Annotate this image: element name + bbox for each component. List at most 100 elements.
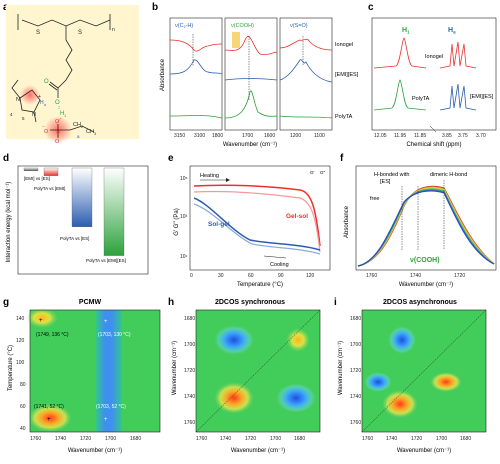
legend-polyta: PolyTA — [335, 114, 353, 120]
tick: 3.75 — [458, 133, 468, 139]
tick: 0 — [190, 273, 193, 279]
bar-0 — [23, 167, 39, 171]
tick: 1200 — [290, 133, 301, 139]
nitrogen-atom: N — [16, 97, 20, 103]
tick: 60 — [248, 273, 254, 279]
ylabel-i: Wavenumber (cm⁻¹) — [338, 341, 344, 395]
tick: 1740 — [55, 436, 66, 442]
panel-h: h 2DCOS synchronous Wavenumber (cm⁻¹) 17… — [168, 297, 321, 454]
ticks-h: 1760 1740 1720 1700 1680 1680 1700 1720 … — [184, 316, 305, 442]
ylabel-g: Temperature (°C) — [8, 345, 14, 391]
diagonal-i — [361, 309, 487, 433]
ch2-group: CH — [73, 122, 81, 128]
panel-label-i: i — [334, 297, 337, 308]
xlabel-i: Wavenumber (cm⁻¹) — [397, 448, 451, 454]
legend-emies: [EMI][ES] — [335, 72, 359, 78]
panel-a-background — [6, 5, 139, 139]
imidazolium-ring — [11, 79, 41, 123]
panel-label-c: c — [368, 2, 374, 13]
tick: 1600 — [264, 133, 275, 139]
tick: 1760 — [350, 420, 361, 426]
chain-label: a — [77, 134, 80, 139]
tick: 1740 — [386, 436, 397, 442]
label-cooling: Cooling — [270, 262, 289, 268]
xlabel-b: Wavenumber (cm⁻¹) — [223, 142, 277, 148]
tick: 90 — [278, 273, 284, 279]
curve-cooling-g1 — [193, 197, 321, 251]
hydroxyl-oxygen: O — [55, 100, 60, 106]
diagonal-h — [195, 309, 321, 433]
tick: 3.70 — [476, 133, 486, 139]
tick: 100 — [16, 360, 25, 366]
spectrum-polyta — [169, 90, 333, 119]
plot-b-section-2 — [224, 17, 278, 131]
heating-arrowhead — [226, 178, 230, 182]
nmr-polyta-h1 — [373, 79, 427, 111]
bar-label-3: PolyTA vs [EMI][ES] — [86, 258, 126, 263]
plot-g-frame — [29, 309, 161, 433]
tick: 1760 — [362, 436, 373, 442]
tick: 1700 — [270, 436, 281, 442]
tick: 10⁵ — [180, 176, 188, 182]
heatmap-g-peak-2 — [26, 308, 58, 328]
bar-3 — [103, 167, 125, 256]
tick: 1720 — [454, 273, 465, 279]
sulfur-atom: S — [56, 129, 60, 135]
tick: 11.95 — [394, 133, 406, 139]
heatmap-h-peak-3 — [214, 325, 254, 355]
tick: 40 — [20, 426, 26, 432]
annot-g-3: (1741, 52 °C) — [34, 404, 64, 410]
repeat-n: n — [112, 27, 115, 33]
curve-heating-g2 — [193, 190, 321, 253]
heatmap-i-peak-1 — [382, 390, 418, 418]
label-hbond-es-2: [ES] — [380, 179, 391, 185]
tick: 1700 — [184, 342, 195, 348]
tick: 1680 — [350, 316, 361, 322]
tick: 1720 — [411, 436, 422, 442]
tick: 10³ — [180, 214, 188, 220]
title-g: PCMW — [79, 299, 102, 306]
panel-label-e: e — [168, 153, 174, 164]
tick: 1100 — [314, 133, 325, 139]
bar-2 — [71, 167, 93, 227]
label-heating: Heating — [200, 173, 219, 179]
heatmap-h-peak-1 — [214, 382, 254, 414]
xlabel-f: Wavenumber (cm⁻¹) — [399, 282, 453, 288]
ticks-b: 3150 3100 1800 1700 1600 1200 1100 — [174, 133, 325, 139]
ticks-c: 12.05 11.95 11.85 3.85 3.75 3.70 — [374, 133, 486, 139]
label-gelsol: Gel-sol — [286, 213, 308, 220]
ticks-e: 0 30 60 90 120 10¹ 10³ 10⁵ — [180, 176, 315, 279]
label-dimeric: dimeric H-bond — [430, 172, 467, 178]
tick: 1740 — [220, 436, 231, 442]
tick: 1760 — [196, 436, 207, 442]
ticks-f: 1760 1740 1720 — [366, 273, 465, 279]
section-title-1: ν(C2-H) — [175, 23, 193, 29]
sulfur-atom: S — [78, 30, 82, 36]
ylabel-h: Wavenumber (cm⁻¹) — [172, 341, 178, 395]
plot-d-frame — [17, 165, 149, 275]
panel-d: d Interaction energy (kcal mol⁻¹) [EMI] … — [3, 153, 149, 275]
annot-g-2: (1703, 130 °C) — [98, 332, 131, 338]
section-title-2: ν(COOH) — [231, 23, 254, 29]
tick: 30 — [218, 273, 224, 279]
spectrum-emies — [169, 59, 333, 83]
legend-g2: G'' — [320, 170, 325, 175]
annot-g-1: (1749, 136 °C) — [36, 332, 69, 338]
legend-ionogel: Ionogel — [335, 42, 353, 48]
structure-chain — [17, 14, 111, 98]
heatmap-g-peak-1 — [28, 404, 72, 432]
tick: 1720 — [245, 436, 256, 442]
section-title-3: ν(S=O) — [290, 23, 308, 29]
bar-label-2: PolyTA vs [ES] — [60, 236, 89, 241]
tick: 1720 — [184, 368, 195, 374]
tick: 140 — [16, 316, 25, 322]
marker-g-1: + — [39, 318, 43, 324]
bar-1 — [43, 167, 59, 176]
panel-c: c H1 Ha Ionogel PolyTA [EMI][ES] 12.05 1… — [368, 2, 497, 148]
axis-break — [429, 125, 437, 133]
tick: 1680 — [460, 436, 471, 442]
label-solgel: Sol-gel — [208, 221, 230, 228]
tick: 60 — [20, 404, 26, 410]
xlabel-h: Wavenumber (cm⁻¹) — [231, 448, 285, 454]
heatmap-h-peak-2 — [286, 328, 310, 352]
